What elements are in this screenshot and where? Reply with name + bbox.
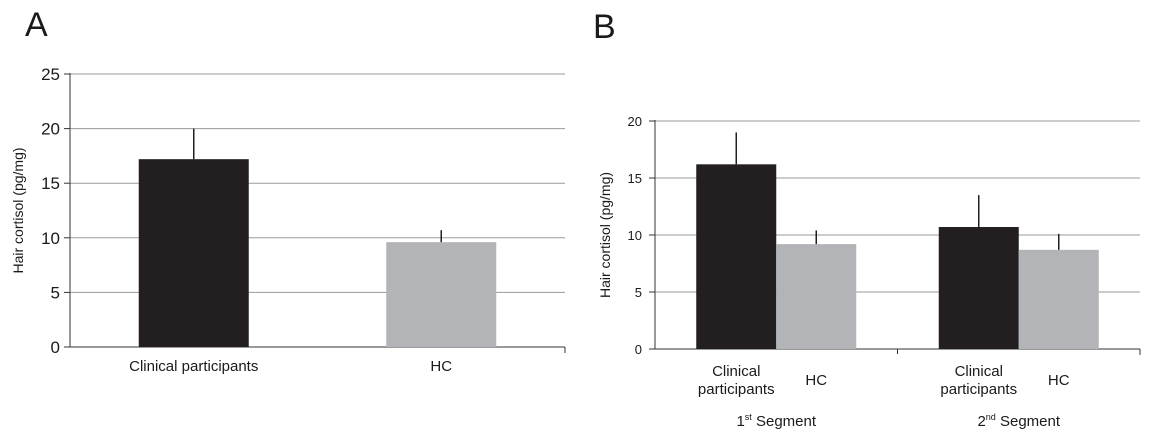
series-label-b-g1-s1: HC <box>1048 372 1070 389</box>
ytick-label-a-0: 0 <box>51 338 60 357</box>
ytick-label-b-3: 15 <box>628 171 642 186</box>
ytick-label-a-5: 25 <box>41 65 60 84</box>
series-label-b-g1-s0-l0: Clinical <box>955 363 1003 380</box>
ylabel-b: Hair cortisol (pg/mg) <box>597 172 613 298</box>
ytick-label-b-4: 20 <box>628 114 642 129</box>
ytick-label-a-4: 20 <box>41 120 60 139</box>
ytick-label-a-1: 5 <box>51 283 60 302</box>
series-label-b-g1-s0-l1: participants <box>940 381 1017 398</box>
ytick-label-b-1: 5 <box>635 285 642 300</box>
ylabel-a: Hair cortisol (pg/mg) <box>10 147 26 273</box>
series-label-b-g0-s1: HC <box>805 372 827 389</box>
ytick-label-b-0: 0 <box>635 342 642 357</box>
series-label-b-g0-s0-l1: participants <box>698 381 775 398</box>
group-label-b-1: 2nd Segment <box>977 412 1060 430</box>
xtick-label-a-0: Clinical participants <box>129 358 258 375</box>
xtick-label-a-1: HC <box>430 358 452 375</box>
bar-a-0 <box>138 159 249 347</box>
panel-b-label: B <box>593 8 616 46</box>
group-label-b-0: 1st Segment <box>736 412 816 430</box>
bar-a-1 <box>386 242 497 347</box>
ytick-label-b-2: 10 <box>628 228 642 243</box>
bar-b-g1-s0 <box>938 227 1019 349</box>
panel-a-label: A <box>25 6 48 44</box>
ytick-label-a-2: 10 <box>41 229 60 248</box>
ytick-label-a-3: 15 <box>41 174 60 193</box>
bar-b-g0-s1 <box>776 244 857 349</box>
series-label-b-g0-s0-l0: Clinical <box>712 363 760 380</box>
bar-b-g0-s0 <box>696 164 777 349</box>
bar-b-g1-s1 <box>1018 249 1099 349</box>
